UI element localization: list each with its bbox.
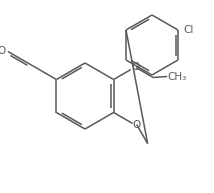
Text: O: O (132, 119, 141, 130)
Text: CH₃: CH₃ (167, 71, 186, 81)
Text: O: O (0, 47, 6, 57)
Text: O: O (132, 63, 140, 73)
Text: Cl: Cl (183, 25, 193, 35)
